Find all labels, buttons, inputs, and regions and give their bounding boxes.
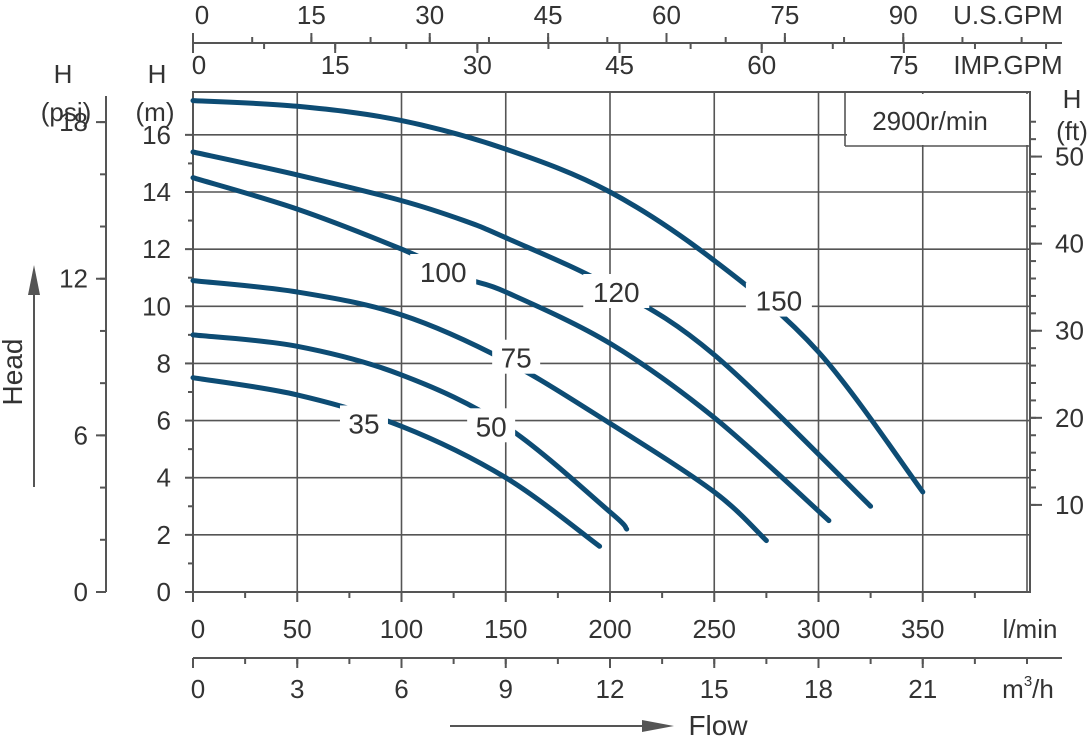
curve-150 [190, 98, 926, 495]
curve-label-75: 75 [501, 343, 532, 374]
m3h-unit-tail: /h [1032, 674, 1054, 704]
impgpm-tick-label: 75 [889, 50, 918, 80]
m3h-unit-label: m3/h [1002, 673, 1054, 704]
y-tick-label: 6 [157, 406, 171, 436]
usgpm-tick-label: 30 [415, 0, 444, 30]
x-unit-lmin: l/min [1003, 614, 1058, 644]
head-axis-title: Head [0, 339, 28, 406]
usgpm-unit-label: U.S.GPM [953, 0, 1063, 30]
usgpm-tick-label: 45 [534, 0, 563, 30]
impgpm-unit-label: IMP.GPM [953, 50, 1062, 80]
x-tick-label: 100 [380, 614, 423, 644]
impgpm-tick-label: 45 [605, 50, 634, 80]
x-tick-label: 150 [484, 614, 527, 644]
flow-axis-title: Flow [688, 710, 748, 737]
curve-label-35: 35 [348, 408, 379, 439]
y-tick-label: 14 [142, 177, 171, 207]
curve-label-bg-150 [745, 282, 812, 317]
x-tick-label: 300 [797, 614, 840, 644]
m3h-tick-label: 18 [804, 674, 833, 704]
ft-tick-label: 30 [1055, 316, 1084, 346]
curve-label-120: 120 [593, 277, 640, 308]
curve-100 [190, 175, 832, 524]
x-tick-label: 0 [191, 614, 205, 644]
ft-tick-label: 40 [1055, 229, 1084, 259]
speed-box-bg [847, 94, 1029, 145]
curve-label-bg-120 [583, 274, 650, 308]
psi-tick-label: 6 [74, 420, 88, 450]
m3h-tick-label: 3 [290, 674, 304, 704]
x-tick-label: 50 [283, 614, 312, 644]
curve-label-bg-35 [339, 405, 388, 440]
ft-axis-unit: (ft) [1056, 116, 1088, 146]
y-tick-label: 0 [157, 577, 171, 607]
x-tick-label: 200 [588, 614, 631, 644]
usgpm-tick-label: 0 [195, 0, 209, 30]
y-tick-label: 12 [142, 234, 171, 264]
usgpm-tick-label: 90 [889, 0, 918, 30]
plot-frame [192, 91, 1031, 593]
curve-label-bg-75 [492, 339, 541, 374]
curve-120 [190, 149, 874, 509]
y-tick-label: 4 [157, 463, 171, 493]
m3h-tick-label: 0 [191, 674, 205, 704]
curve-50 [190, 332, 630, 532]
head-arrow-icon [28, 265, 40, 295]
impgpm-tick-label: 30 [463, 50, 492, 80]
usgpm-tick-label: 60 [652, 0, 681, 30]
ft-tick-label: 50 [1055, 142, 1084, 172]
impgpm-tick-label: 0 [192, 50, 206, 80]
ft-tick-label: 10 [1055, 490, 1084, 520]
y-tick-label: 8 [157, 348, 171, 378]
ft-tick-label: 20 [1055, 403, 1084, 433]
usgpm-tick-label: 75 [770, 0, 799, 30]
psi-axis-unit: (psi) [41, 97, 92, 127]
psi-tick-label: 12 [59, 264, 88, 294]
y-tick-label: 2 [157, 520, 171, 550]
psi-axis-h-label: H [54, 59, 73, 89]
m3h-unit-base: m [1002, 674, 1024, 704]
m3h-unit-sup: 3 [1024, 673, 1032, 690]
y-tick-label: 16 [142, 120, 171, 150]
impgpm-tick-label: 15 [321, 50, 350, 80]
usgpm-tick-label: 15 [297, 0, 326, 30]
psi-tick-label: 0 [74, 577, 88, 607]
impgpm-tick-label: 60 [747, 50, 776, 80]
x-tick-label: 250 [693, 614, 736, 644]
m3h-tick-label: 12 [596, 674, 625, 704]
speed-label: 2900r/min [872, 106, 988, 136]
flow-arrow-icon [642, 720, 674, 732]
psi-tick-label: 18 [59, 107, 88, 137]
curve-label-150: 150 [756, 286, 803, 317]
m3h-tick-label: 6 [394, 674, 408, 704]
y-tick-label: 10 [142, 291, 171, 321]
ft-axis-h-label: H [1063, 84, 1082, 114]
curve-label-bg-50 [467, 408, 516, 443]
curve-label-50: 50 [476, 411, 507, 442]
m3h-tick-label: 9 [499, 674, 513, 704]
curve-label-100: 100 [420, 257, 467, 288]
curve-label-bg-100 [410, 254, 477, 288]
x-tick-label: 350 [901, 614, 944, 644]
y-axis-h-label: H [148, 59, 167, 89]
curve-35 [190, 375, 603, 549]
m3h-tick-label: 21 [908, 674, 937, 704]
m3h-tick-label: 15 [700, 674, 729, 704]
y-axis-unit-m: (m) [136, 97, 175, 127]
